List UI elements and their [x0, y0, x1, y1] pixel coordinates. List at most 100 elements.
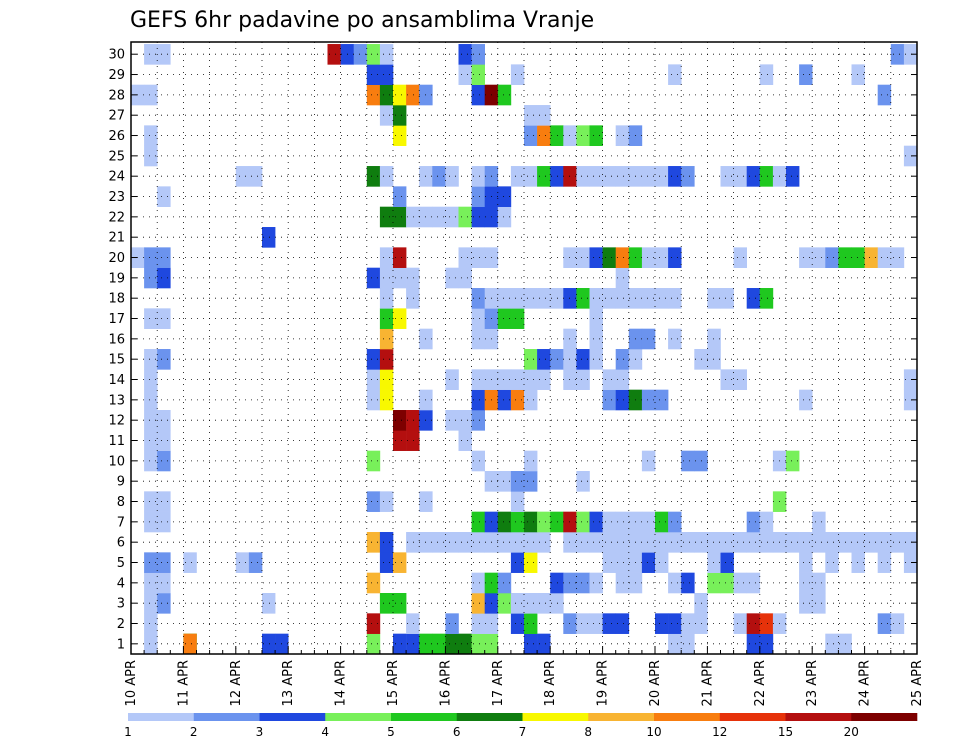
heatmap-cell: [615, 166, 630, 187]
heatmap-cell: [720, 166, 734, 187]
x-tick-label: 16 APR: [438, 660, 453, 706]
heatmap-cell: [877, 552, 892, 573]
heatmap-cell: [668, 572, 682, 594]
colorbar-swatch: [719, 713, 786, 721]
heatmap-cell: [615, 125, 630, 146]
heatmap-cell: [589, 288, 603, 309]
heatmap-cell: [393, 125, 407, 146]
heatmap-cell: [471, 288, 485, 309]
heatmap-cell: [366, 572, 381, 594]
heatmap-cell: [471, 84, 485, 106]
heatmap-cell: [537, 633, 551, 655]
heatmap-cell: [903, 145, 918, 167]
heatmap-cell: [445, 206, 459, 228]
colorbar-swatch: [325, 713, 392, 721]
y-tick-label: 9: [117, 475, 125, 490]
y-tick-label: 20: [108, 251, 125, 266]
heatmap-cell: [681, 613, 695, 634]
heatmap-cell: [524, 633, 538, 655]
heatmap-cell: [497, 369, 512, 390]
heatmap-cell: [877, 84, 892, 106]
heatmap-cell: [393, 247, 407, 268]
y-tick-label: 25: [108, 149, 125, 164]
heatmap-cell: [406, 206, 420, 228]
heatmap-cell: [144, 572, 158, 594]
heatmap-cell: [510, 613, 525, 634]
heatmap-cell: [144, 430, 158, 451]
heatmap-cell: [759, 166, 774, 187]
heatmap-cell: [903, 369, 918, 390]
heatmap-cell: [681, 166, 695, 187]
heatmap-cell: [379, 84, 394, 106]
heatmap-cell: [393, 552, 407, 573]
heatmap-cell: [144, 410, 158, 431]
heatmap-cell: [537, 532, 551, 553]
heatmap-cell: [668, 64, 682, 85]
heatmap-cell: [471, 532, 485, 553]
heatmap-cell: [812, 532, 826, 553]
heatmap-cell: [668, 511, 682, 533]
heatmap-cell: [537, 288, 551, 309]
heatmap-cell: [406, 430, 420, 451]
y-tick-label: 26: [108, 129, 125, 144]
heatmap-cell: [681, 633, 695, 655]
colorbar-swatch: [654, 713, 721, 721]
heatmap-cell: [144, 389, 158, 411]
heatmap-cell: [537, 349, 551, 370]
heatmap-cell: [537, 511, 551, 533]
y-tick-label: 21: [108, 231, 125, 246]
heatmap-cell: [877, 532, 892, 553]
heatmap-cell: [458, 267, 472, 289]
colorbar-swatch: [456, 713, 523, 721]
heatmap-cell: [602, 369, 616, 390]
colorbar-swatch: [193, 713, 260, 721]
y-tick-label: 1: [117, 637, 125, 652]
heatmap-cell: [707, 328, 721, 350]
heatmap-cell: [471, 593, 485, 614]
heatmap-cell: [510, 593, 525, 614]
heatmap-cell: [144, 145, 158, 167]
heatmap-cell: [707, 288, 721, 309]
colorbar-label: 1: [124, 725, 132, 739]
heatmap-cell: [733, 532, 747, 553]
heatmap-cell: [144, 349, 158, 370]
heatmap-cell: [524, 389, 538, 411]
colorbar-label: 10: [646, 725, 661, 739]
heatmap-cell: [655, 532, 669, 553]
heatmap-cell: [602, 247, 616, 268]
heatmap-cell: [510, 308, 525, 329]
heatmap-cell: [537, 105, 551, 126]
x-axis-ticks: 10 APR 11 APR 12 APR 13 APR 14 APR 15 APR 16 A…: [124, 646, 925, 706]
heatmap-cell: [890, 532, 905, 553]
heatmap-cell: [903, 44, 918, 65]
heatmap-cell: [615, 349, 630, 370]
heatmap-cell: [877, 613, 892, 634]
heatmap-cell: [537, 369, 551, 390]
colorbar-swatch: [259, 713, 326, 721]
heatmap-cell: [445, 532, 459, 553]
y-tick-label: 28: [108, 88, 125, 103]
heatmap-cell: [379, 328, 394, 350]
heatmap-cell: [235, 166, 250, 187]
heatmap-cell: [379, 105, 394, 126]
heatmap-cell: [641, 552, 656, 573]
y-tick-label: 7: [117, 515, 125, 530]
x-tick-label: 23 APR: [805, 660, 820, 706]
heatmap-cell: [707, 572, 721, 594]
heatmap-cell: [432, 206, 446, 228]
heatmap-cell: [510, 491, 525, 512]
heatmap-cell: [458, 633, 472, 655]
colorbar-swatch: [128, 713, 195, 721]
heatmap-cell: [641, 450, 656, 472]
heatmap-cell: [576, 511, 590, 533]
colorbar-label: 5: [387, 725, 395, 739]
heatmap-cell: [144, 552, 158, 573]
heatmap-cell: [471, 613, 485, 634]
heatmap-cell: [379, 593, 394, 614]
heatmap-cell: [589, 308, 603, 329]
heatmap-cell: [668, 613, 682, 634]
heatmap-cell: [537, 125, 551, 146]
heatmap-cell: [733, 572, 747, 594]
colorbar-label: 12: [712, 725, 727, 739]
heatmap-cell: [183, 633, 197, 655]
